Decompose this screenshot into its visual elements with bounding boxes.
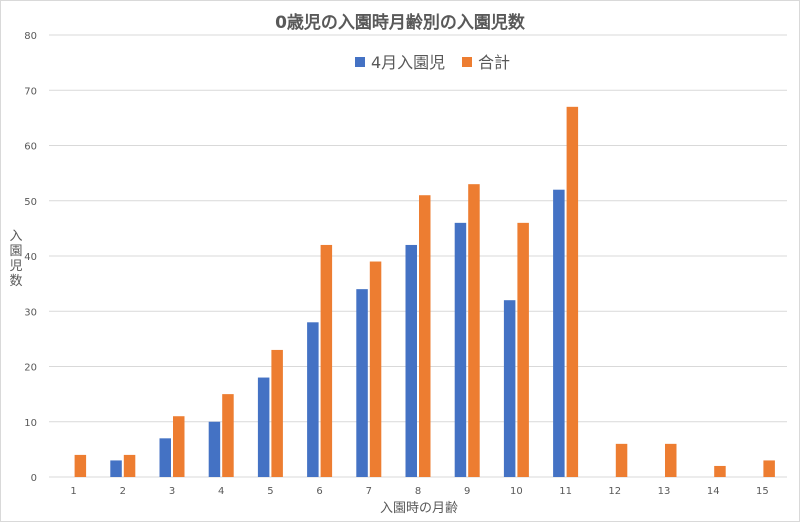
bar-total-11 xyxy=(566,106,579,477)
legend-swatch-series-2 xyxy=(462,57,472,67)
x-tick-label: 8 xyxy=(415,486,421,497)
x-tick-label: 7 xyxy=(366,486,372,497)
bar-april-entrants-3 xyxy=(159,438,171,477)
bar-april-entrants-4 xyxy=(208,421,221,477)
y-axis-title: 入園児数 xyxy=(9,229,22,289)
legend-label-series-1: 4月入園児 xyxy=(371,53,445,72)
y-tick-label: 80 xyxy=(24,31,37,42)
x-tick-label: 10 xyxy=(510,486,523,497)
bar-total-9 xyxy=(468,184,480,478)
bar-total-6 xyxy=(320,244,333,477)
bar-total-2 xyxy=(123,454,136,477)
x-tick-label: 5 xyxy=(267,486,273,497)
x-axis-ticks: 1 2 3 4 5 6 7 8 9 10 11 12 13 14 15 xyxy=(70,486,768,497)
x-tick-label: 9 xyxy=(464,486,470,497)
bar-april-entrants-11 xyxy=(553,189,565,477)
x-tick-label: 15 xyxy=(756,486,769,497)
y-tick-label: 30 xyxy=(24,307,37,318)
x-tick-label: 13 xyxy=(658,486,671,497)
y-axis-ticks: 0 10 20 30 40 50 60 70 80 xyxy=(24,31,37,484)
x-axis-title: 入園時の月齢 xyxy=(380,501,458,516)
y-tick-label: 20 xyxy=(24,363,37,374)
bar-april-entrants-2 xyxy=(110,460,122,477)
bars xyxy=(74,106,775,478)
gridlines xyxy=(49,34,787,478)
x-tick-label: 1 xyxy=(70,486,76,497)
bar-april-entrants-5 xyxy=(257,377,270,477)
bar-total-4 xyxy=(222,394,234,477)
bar-total-8 xyxy=(419,195,431,477)
x-tick-label: 12 xyxy=(608,486,621,497)
bar-total-10 xyxy=(517,222,529,477)
bar-total-12 xyxy=(615,443,628,477)
chart-title: 0歳児の入園時月齢別の入園児数 xyxy=(275,12,526,33)
bar-total-5 xyxy=(271,349,283,477)
x-tick-label: 6 xyxy=(316,486,322,497)
y-tick-label: 50 xyxy=(24,197,37,208)
y-tick-label: 60 xyxy=(24,142,37,153)
legend: 4月入園児 合計 xyxy=(355,53,510,72)
bar-total-13 xyxy=(665,443,677,477)
bar-april-entrants-10 xyxy=(503,300,516,477)
bar-total-1 xyxy=(74,454,87,477)
bar-april-entrants-7 xyxy=(356,289,368,477)
bar-total-14 xyxy=(714,465,726,477)
y-tick-label: 10 xyxy=(24,418,37,429)
bar-april-entrants-6 xyxy=(307,322,319,477)
legend-label-series-2: 合計 xyxy=(478,53,510,72)
legend-swatch-series-1 xyxy=(355,57,365,67)
bar-total-15 xyxy=(763,460,775,477)
bar-total-7 xyxy=(369,261,382,477)
bar-april-entrants-9 xyxy=(454,222,467,477)
y-tick-label: 40 xyxy=(24,252,37,263)
y-tick-label: 0 xyxy=(31,473,37,484)
x-tick-label: 14 xyxy=(707,486,720,497)
x-tick-label: 2 xyxy=(120,486,126,497)
bar-april-entrants-8 xyxy=(405,244,417,477)
x-tick-label: 11 xyxy=(559,486,572,497)
y-tick-label: 70 xyxy=(24,86,37,97)
x-tick-label: 3 xyxy=(169,486,175,497)
bar-total-3 xyxy=(173,416,185,477)
x-tick-label: 4 xyxy=(218,486,224,497)
